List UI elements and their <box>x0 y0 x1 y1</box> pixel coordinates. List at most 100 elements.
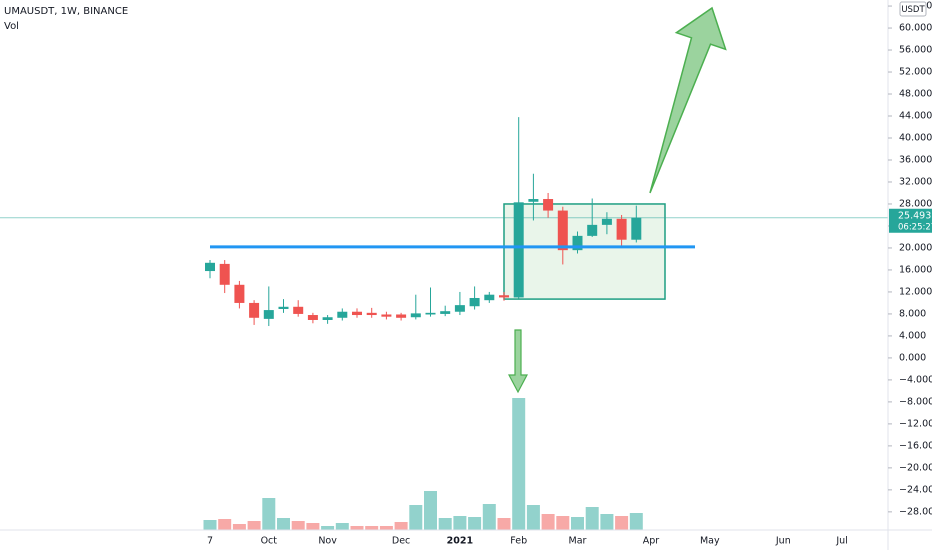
y-tick-label: 4.000 <box>899 330 926 341</box>
volume-bar <box>232 524 246 530</box>
candle-body <box>513 202 524 298</box>
candle-body <box>631 217 642 240</box>
volume-bar <box>203 520 217 530</box>
volume-bar <box>350 526 364 530</box>
y-tick-label: 44.000 <box>899 111 932 122</box>
volume-bar <box>306 523 320 530</box>
candle-body <box>499 295 509 298</box>
volume-bar <box>218 519 232 530</box>
y-tick-label: −4.000 <box>899 374 932 385</box>
volume-bar <box>394 522 408 530</box>
candle-body <box>293 306 304 314</box>
y-tick-label: 28.000 <box>899 198 932 209</box>
candle-body <box>381 314 392 317</box>
y-tick-label: 60.000 <box>899 23 932 34</box>
y-tick-label: −12.000 <box>899 418 932 429</box>
volume-bar <box>291 521 305 530</box>
volume-bar <box>335 523 349 530</box>
volume-bar <box>629 513 643 530</box>
candle-body <box>469 297 480 307</box>
y-tick-label: 40.000 <box>899 132 932 143</box>
candle-body <box>263 310 274 319</box>
candle-body <box>616 218 627 240</box>
currency: USDT <box>901 5 925 15</box>
candle-body <box>322 317 333 320</box>
candle-body <box>249 302 260 318</box>
volume-bar <box>468 517 482 530</box>
volume-bar <box>453 516 467 530</box>
candle-body <box>337 311 348 318</box>
y-tick-label: 20.000 <box>899 242 932 253</box>
y-tick-label: −16.000 <box>899 440 932 451</box>
y-tick-label: −8.000 <box>899 396 932 407</box>
up-arrow <box>649 6 727 194</box>
candle-body <box>278 306 289 309</box>
x-tick-label: Feb <box>510 536 527 547</box>
volume-bar <box>424 491 437 530</box>
candle-body <box>454 305 465 312</box>
volume-bar <box>438 518 452 530</box>
x-tick-label: Oct <box>261 536 278 547</box>
volume-bar <box>409 505 423 530</box>
x-tick-label: 2021 <box>447 536 473 547</box>
volume-bar <box>556 516 570 530</box>
volume-bar <box>512 398 526 530</box>
y-tick-label: 48.000 <box>899 89 932 100</box>
candle-body <box>307 315 318 320</box>
candle-body <box>425 312 436 315</box>
x-tick-label: Dec <box>392 536 410 547</box>
candle-body <box>587 224 598 236</box>
y-tick-label: 16.000 <box>899 264 932 275</box>
volume-bar <box>262 498 276 530</box>
volume-bar <box>482 504 496 530</box>
candle-body <box>572 235 583 251</box>
volume-bar <box>247 521 261 530</box>
candle-body <box>543 199 554 211</box>
x-tick-label: Nov <box>318 536 337 547</box>
x-tick-label: Jul <box>835 536 847 547</box>
candle-body <box>352 311 362 316</box>
candle-body <box>205 262 215 272</box>
y-tick-label: 52.000 <box>899 67 932 78</box>
candle-body <box>440 311 451 314</box>
volume-bar <box>615 516 629 530</box>
x-tick-label: 7 <box>207 536 213 547</box>
volume-bar <box>497 518 511 530</box>
volume-bar <box>277 518 290 530</box>
y-axis: −28.000 −24.000 −20.000 −16.000 −12.000 −8.00… <box>888 1 932 517</box>
price-label-box <box>889 208 932 233</box>
x-tick-label: May <box>700 536 720 547</box>
candle-body <box>219 263 230 285</box>
y-tick-label: 56.000 <box>899 45 932 56</box>
y-tick-label: −24.000 <box>899 484 932 495</box>
plot-area <box>0 117 888 530</box>
x-tick-label: Apr <box>643 536 660 547</box>
x-tick-label: Mar <box>569 536 587 547</box>
candle-body <box>557 210 568 251</box>
y-tick-label: 0.000 <box>899 352 926 363</box>
candle-body <box>396 314 407 318</box>
y-tick-label: 8.000 <box>899 308 926 319</box>
y-tick-label: 36.000 <box>899 154 932 165</box>
candle-body <box>484 294 495 301</box>
volume-bar <box>571 517 584 530</box>
currency-box <box>899 1 927 17</box>
y-tick-label: 32.000 <box>899 176 932 187</box>
down-arrow <box>508 329 528 394</box>
volume-bar <box>379 526 393 530</box>
volume-bar <box>365 526 379 530</box>
y-tick-label: 12.000 <box>899 286 932 297</box>
countdown: 06:25:27 <box>898 222 932 232</box>
y-tick-label: −28.000 <box>899 506 932 517</box>
chart-title: UMAUSDT, 1W, BINANCE <box>4 6 128 17</box>
volume-bar <box>321 526 335 530</box>
volume-label: Vol <box>4 21 19 32</box>
candle-body <box>528 199 539 202</box>
candle-body <box>601 218 612 225</box>
volume-bar <box>600 514 614 530</box>
candle-body <box>234 284 245 303</box>
y-tick-label: −20.000 <box>899 462 932 473</box>
candle-body <box>410 313 421 318</box>
